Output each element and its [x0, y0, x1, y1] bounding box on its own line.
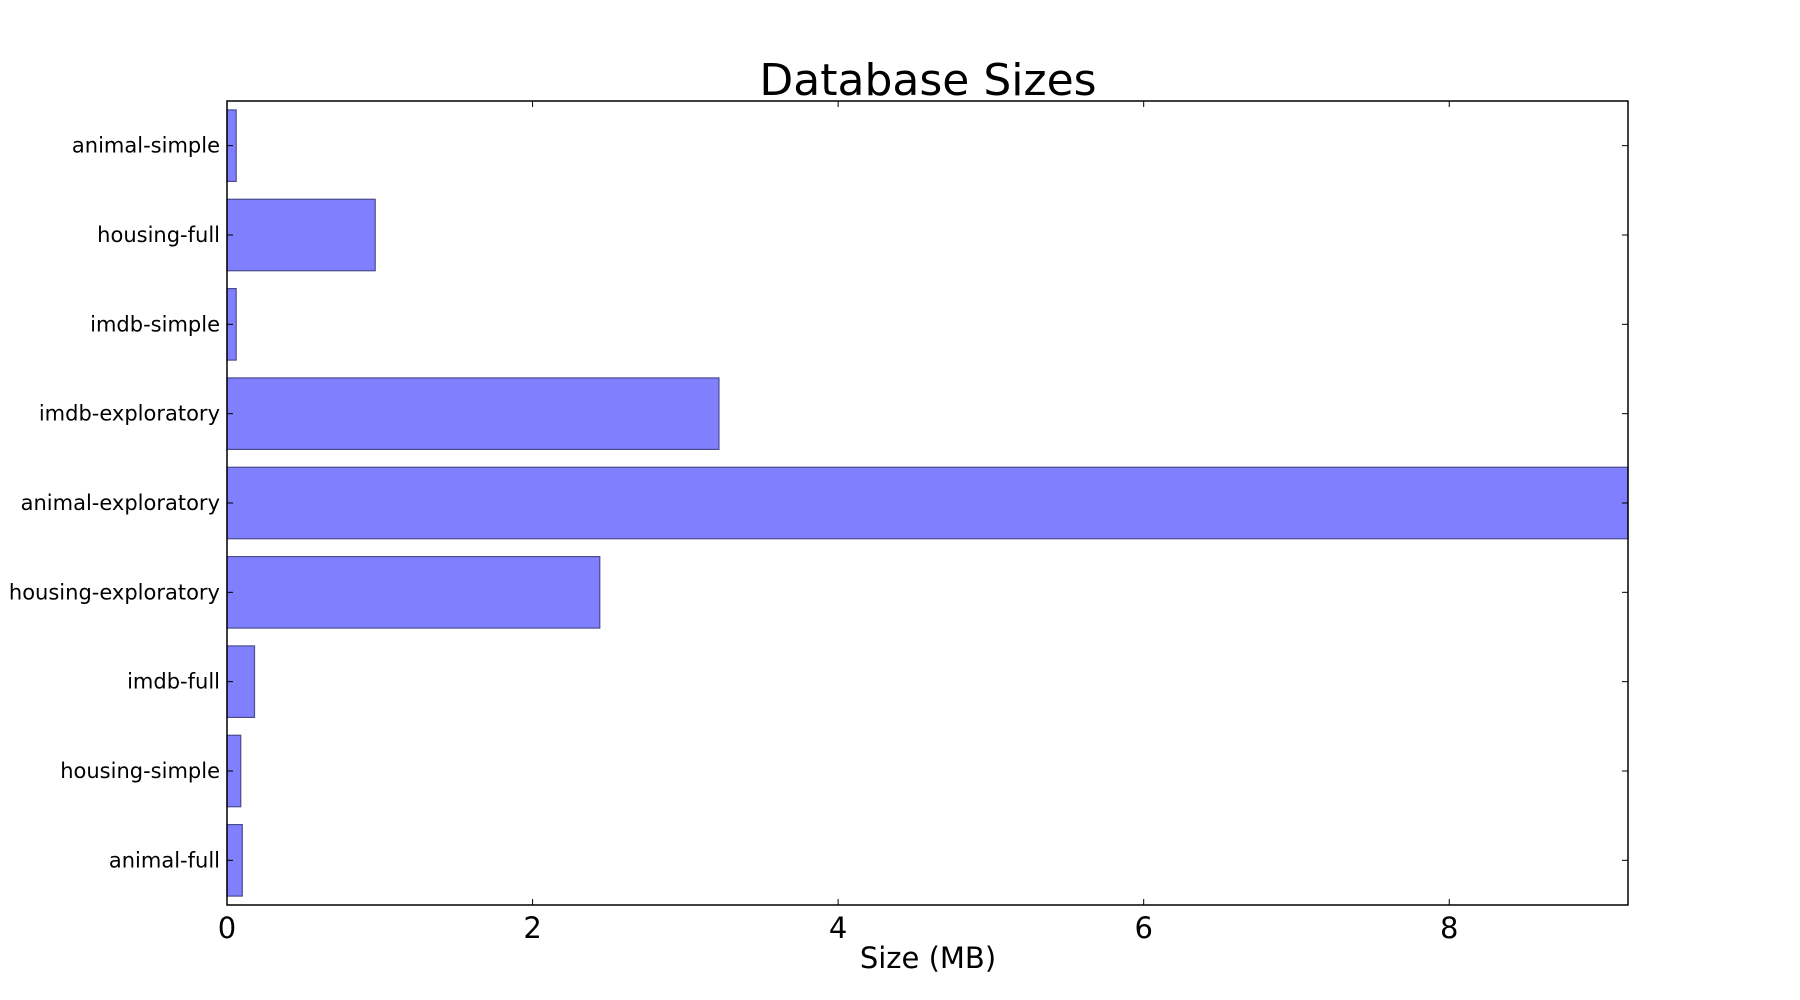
- bars-group: [226, 109, 1629, 897]
- y-tick-label-imdb-exploratory: imdb-exploratory: [39, 402, 220, 426]
- chart-title: Database Sizes: [759, 55, 1096, 106]
- x-axis-ticks: 0 2 4 6 8: [218, 101, 1458, 945]
- y-tick-label-animal-full: animal-full: [109, 848, 220, 872]
- x-axis-label: Size (MB): [860, 941, 996, 975]
- y-axis-ticks: animal-simple housing-full imdb-simple imdb…: [9, 134, 1628, 872]
- x-tick-label: 0: [218, 911, 236, 945]
- x-tick-label: 2: [523, 911, 541, 945]
- y-tick-label-imdb-full: imdb-full: [127, 670, 220, 694]
- y-tick-label-animal-simple: animal-simple: [72, 134, 220, 158]
- x-tick-label: 4: [829, 911, 847, 945]
- bar-housing-full: [226, 198, 376, 272]
- y-tick-label-housing-full: housing-full: [97, 223, 220, 247]
- y-tick-label-animal-exploratory: animal-exploratory: [21, 491, 220, 515]
- y-tick-label-imdb-simple: imdb-simple: [90, 312, 220, 336]
- bar-animal-exploratory: [226, 466, 1629, 540]
- y-tick-label-housing-exploratory: housing-exploratory: [9, 580, 220, 604]
- x-tick-label: 8: [1440, 911, 1458, 945]
- plot-frame: [226, 100, 1629, 906]
- x-tick-label: 6: [1134, 911, 1152, 945]
- y-tick-label-housing-simple: housing-simple: [60, 759, 220, 783]
- bar-housing-exploratory: [226, 555, 601, 629]
- bar-imdb-exploratory: [226, 377, 720, 450]
